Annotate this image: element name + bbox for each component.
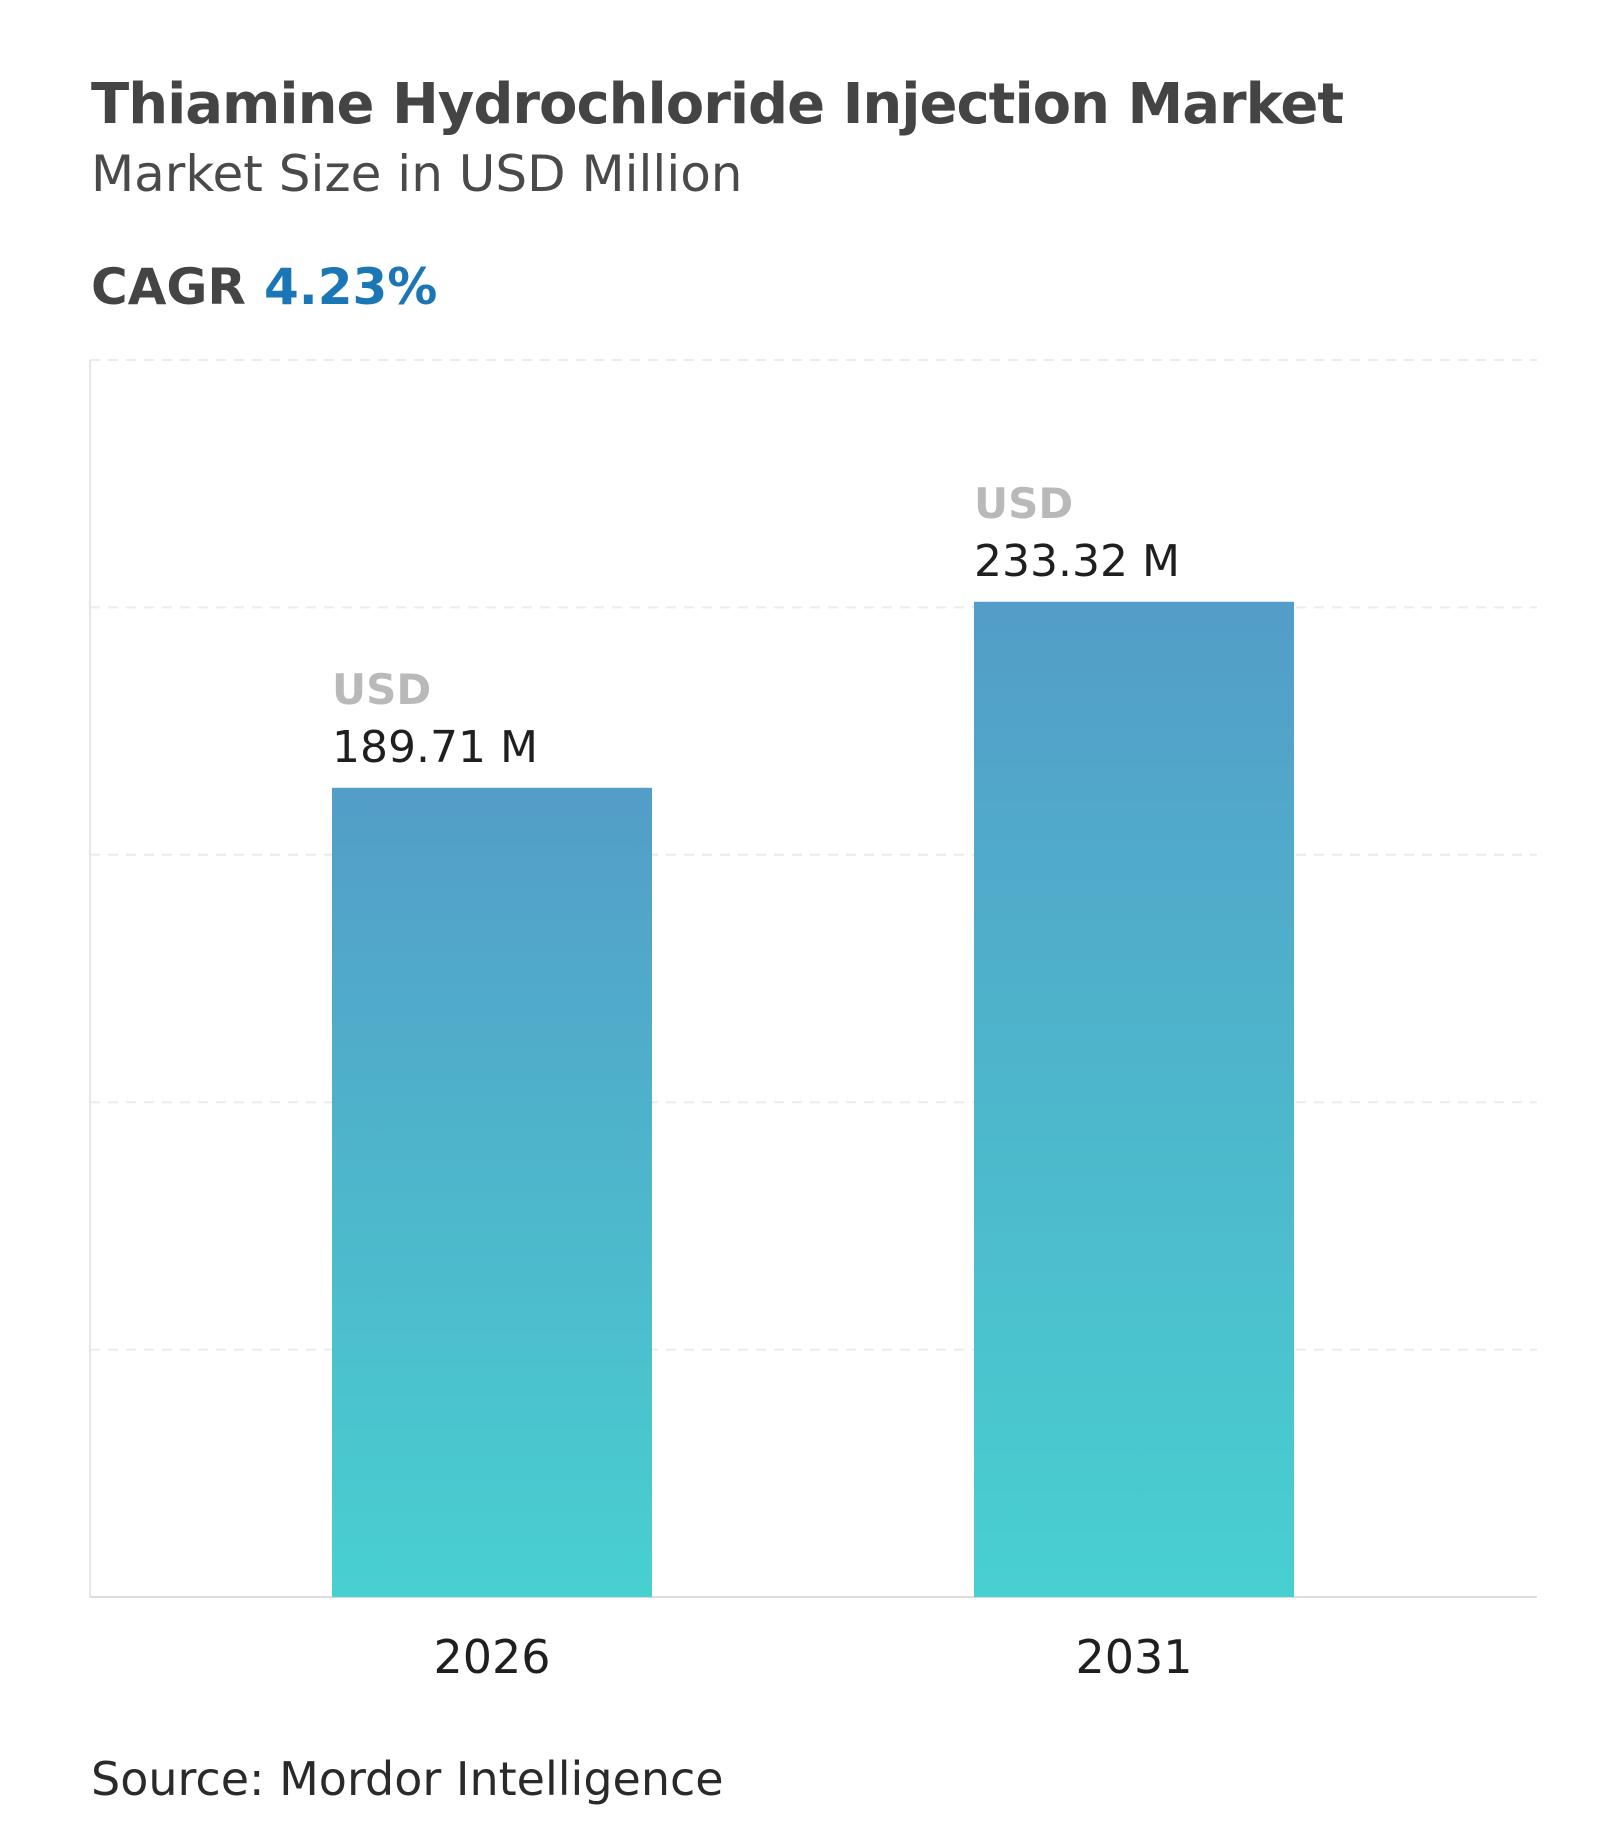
bars: USD 189.71 M 2026 USD 233.32 M 2031 — [332, 479, 1294, 1684]
cagr-value: 4.23% — [263, 258, 438, 316]
bar-2026 — [332, 787, 652, 1597]
bar-value-prefix: USD — [974, 479, 1073, 528]
bar-2031 — [974, 601, 1294, 1597]
gridlines — [90, 359, 1537, 1351]
bar-value-label: 189.71 M — [332, 722, 538, 773]
cagr-row: CAGR 4.23% — [91, 258, 437, 316]
cagr-label: CAGR — [91, 258, 246, 316]
bar-value-label: 233.32 M — [974, 536, 1180, 587]
x-tick-label: 2026 — [433, 1630, 550, 1684]
bar-value-prefix: USD — [332, 665, 431, 714]
source-note: Source: Mordor Intelligence — [91, 1752, 724, 1806]
x-tick-label: 2031 — [1075, 1630, 1192, 1684]
chart-title: Thiamine Hydrochloride Injection Market — [91, 72, 1344, 137]
bar-chart: USD 189.71 M 2026 USD 233.32 M 2031 — [89, 359, 1537, 1684]
chart-subtitle: Market Size in USD Million — [91, 145, 743, 203]
